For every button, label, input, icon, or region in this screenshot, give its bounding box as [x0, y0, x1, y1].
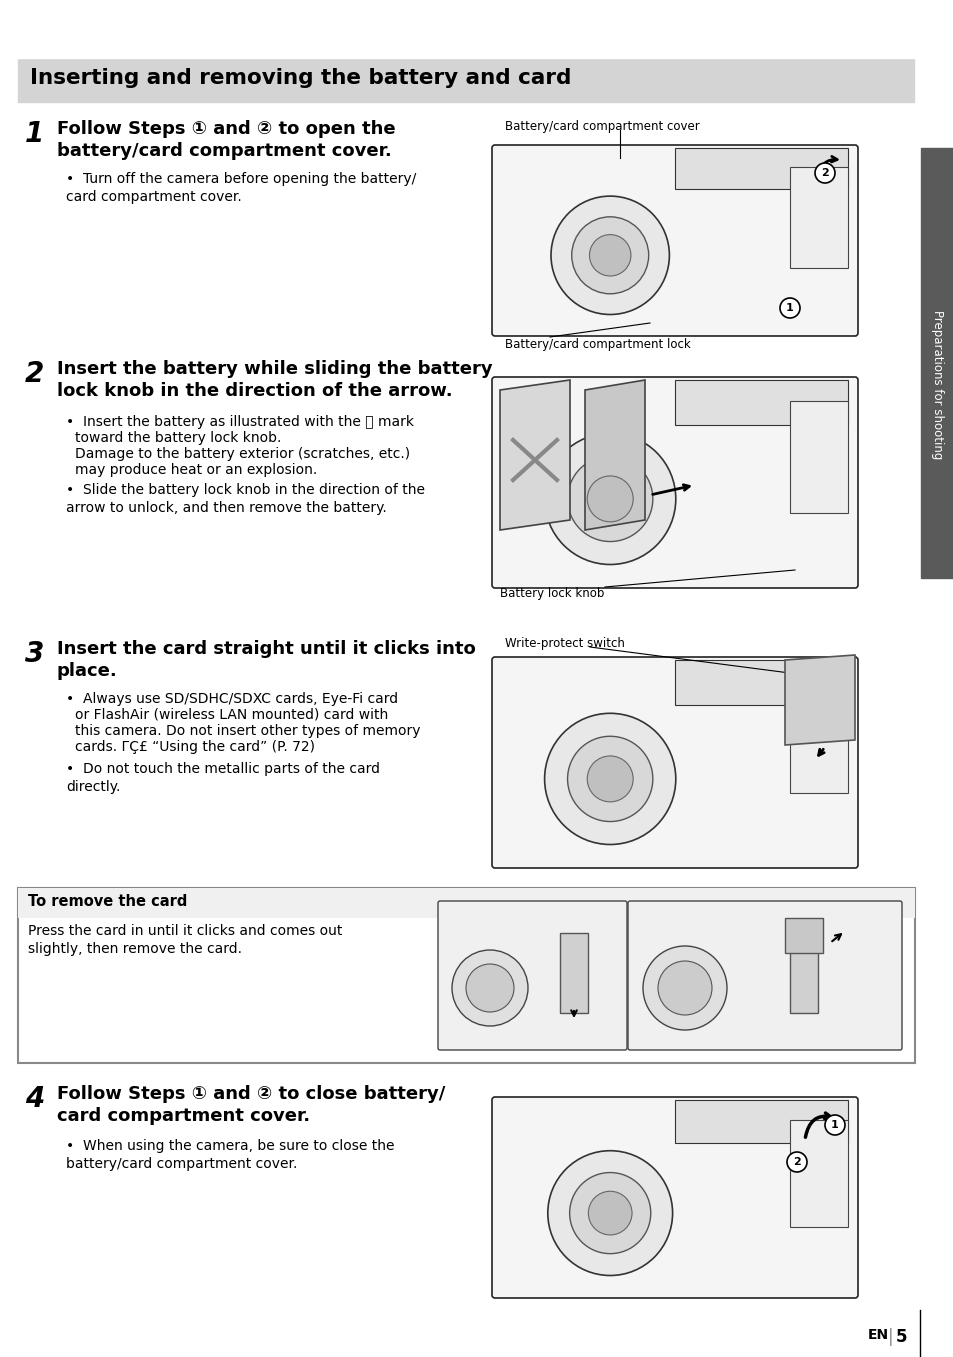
Bar — [0, 0, 953, 58]
Text: Damage to the battery exterior (scratches, etc.): Damage to the battery exterior (scratche… — [75, 446, 410, 461]
Circle shape — [567, 456, 652, 541]
Text: EN: EN — [867, 1329, 888, 1342]
Text: 1: 1 — [785, 303, 793, 313]
Polygon shape — [584, 380, 644, 531]
Bar — [18, 887, 914, 1063]
Text: Press the card in until it clicks and comes out
slightly, then remove the card.: Press the card in until it clicks and co… — [28, 924, 342, 957]
Circle shape — [452, 950, 527, 1026]
Polygon shape — [784, 655, 854, 745]
Text: •  Do not touch the metallic parts of the card
directly.: • Do not touch the metallic parts of the… — [66, 763, 379, 794]
Text: •  Slide the battery lock knob in the direction of the
arrow to unlock, and then: • Slide the battery lock knob in the dir… — [66, 483, 424, 516]
Text: battery/card compartment cover.: battery/card compartment cover. — [57, 142, 392, 160]
Text: cards. ΓÇ£ “Using the card” (P. 72): cards. ΓÇ£ “Using the card” (P. 72) — [75, 740, 314, 754]
Bar — [675, 1101, 847, 1143]
Text: 4: 4 — [25, 1086, 44, 1113]
Text: 1: 1 — [25, 119, 44, 148]
Circle shape — [569, 1172, 650, 1254]
Circle shape — [465, 963, 514, 1012]
Text: Inserting and removing the battery and card: Inserting and removing the battery and c… — [30, 68, 571, 88]
Bar — [559, 934, 587, 1012]
Circle shape — [587, 756, 633, 802]
Circle shape — [544, 433, 675, 565]
Text: Battery/card compartment lock: Battery/card compartment lock — [504, 338, 690, 351]
Text: 1: 1 — [830, 1120, 838, 1130]
Text: Preparations for shooting: Preparations for shooting — [930, 309, 943, 459]
Text: lock knob in the direction of the arrow.: lock knob in the direction of the arrow. — [57, 383, 452, 400]
Bar — [675, 660, 847, 706]
Circle shape — [544, 714, 675, 844]
Bar — [789, 167, 847, 269]
Text: 2: 2 — [25, 360, 44, 388]
Circle shape — [658, 961, 711, 1015]
Text: Follow Steps ① and ② to close battery/: Follow Steps ① and ② to close battery/ — [57, 1086, 445, 1103]
Bar — [675, 380, 847, 425]
Bar — [675, 148, 847, 189]
Text: Write-protect switch: Write-protect switch — [504, 636, 624, 650]
Bar — [18, 58, 913, 102]
Text: 1: 1 — [930, 156, 943, 175]
Text: Battery lock knob: Battery lock knob — [499, 588, 604, 600]
Bar — [784, 917, 822, 953]
Circle shape — [587, 476, 633, 522]
Circle shape — [589, 235, 630, 275]
Text: 2: 2 — [821, 168, 828, 178]
Text: 5: 5 — [895, 1329, 906, 1346]
Circle shape — [786, 1152, 806, 1172]
Text: 2: 2 — [792, 1158, 800, 1167]
Text: To remove the card: To remove the card — [28, 894, 187, 909]
FancyBboxPatch shape — [492, 1096, 857, 1299]
Text: this camera. Do not insert other types of memory: this camera. Do not insert other types o… — [75, 725, 420, 738]
Circle shape — [780, 299, 800, 318]
Text: toward the battery lock knob.: toward the battery lock knob. — [75, 432, 281, 445]
FancyBboxPatch shape — [437, 901, 626, 1050]
Circle shape — [642, 946, 726, 1030]
Polygon shape — [499, 380, 569, 531]
Text: may produce heat or an explosion.: may produce heat or an explosion. — [75, 463, 317, 478]
Circle shape — [567, 737, 652, 821]
Bar — [18, 887, 914, 917]
Text: Insert the battery while sliding the battery: Insert the battery while sliding the bat… — [57, 360, 492, 379]
Text: •  Turn off the camera before opening the battery/
card compartment cover.: • Turn off the camera before opening the… — [66, 172, 416, 205]
Circle shape — [551, 197, 669, 315]
Circle shape — [588, 1191, 632, 1235]
Bar — [789, 938, 817, 1012]
Text: •  Insert the battery as illustrated with the ➕ mark: • Insert the battery as illustrated with… — [66, 415, 414, 429]
Circle shape — [824, 1115, 844, 1134]
FancyBboxPatch shape — [627, 901, 901, 1050]
Circle shape — [571, 217, 648, 293]
FancyBboxPatch shape — [492, 145, 857, 337]
Text: place.: place. — [57, 662, 117, 680]
Bar — [789, 1120, 847, 1227]
Bar — [789, 680, 847, 794]
Text: Battery/card compartment cover: Battery/card compartment cover — [504, 119, 699, 133]
Text: or FlashAir (wireless LAN mounted) card with: or FlashAir (wireless LAN mounted) card … — [75, 708, 388, 722]
Text: card compartment cover.: card compartment cover. — [57, 1107, 310, 1125]
Text: •  When using the camera, be sure to close the
battery/card compartment cover.: • When using the camera, be sure to clos… — [66, 1139, 395, 1171]
Text: |: | — [887, 1329, 893, 1346]
Text: 3: 3 — [25, 641, 44, 668]
FancyBboxPatch shape — [492, 657, 857, 868]
Bar — [920, 148, 953, 578]
Text: •  Always use SD/SDHC/SDXC cards, Eye-Fi card: • Always use SD/SDHC/SDXC cards, Eye-Fi … — [66, 692, 397, 706]
FancyBboxPatch shape — [492, 377, 857, 588]
Bar — [789, 400, 847, 513]
Text: Insert the card straight until it clicks into: Insert the card straight until it clicks… — [57, 641, 476, 658]
Circle shape — [547, 1151, 672, 1276]
Circle shape — [814, 163, 834, 183]
Text: Follow Steps ① and ② to open the: Follow Steps ① and ② to open the — [57, 119, 395, 138]
